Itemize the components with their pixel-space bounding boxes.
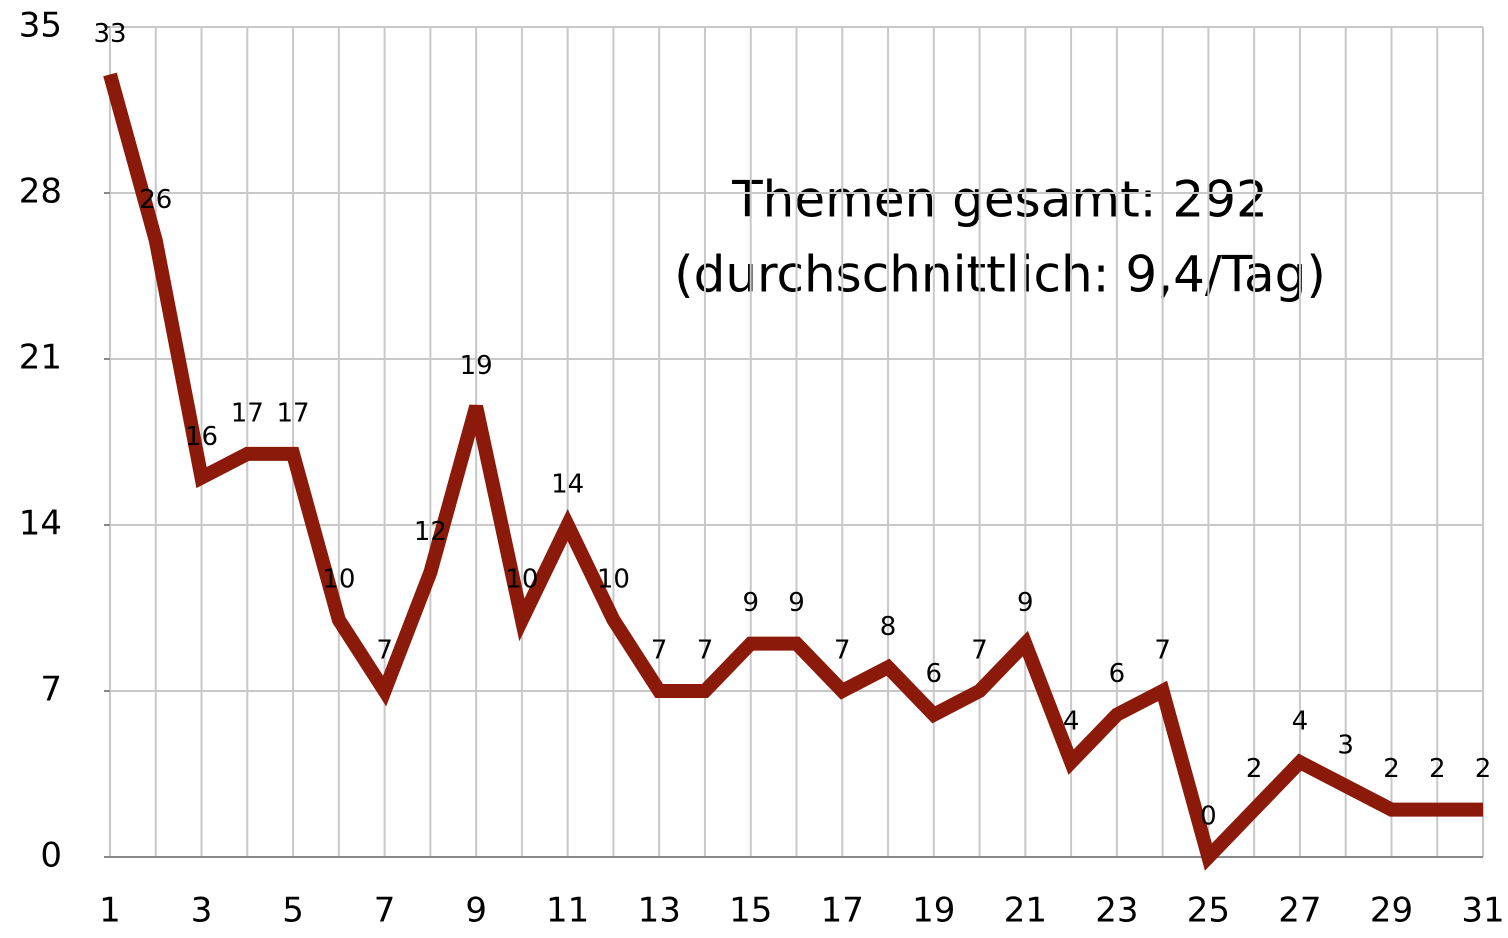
x-tick-label: 13 bbox=[638, 891, 681, 931]
x-tick-label: 3 bbox=[191, 891, 213, 931]
data-label: 16 bbox=[185, 422, 218, 452]
x-tick-label: 29 bbox=[1370, 891, 1413, 931]
data-label: 9 bbox=[742, 588, 759, 618]
y-tick-label: 14 bbox=[19, 504, 62, 544]
data-label: 7 bbox=[1154, 636, 1171, 666]
data-label: 4 bbox=[1292, 707, 1309, 737]
x-tick-label: 9 bbox=[465, 891, 487, 931]
data-label: 7 bbox=[651, 636, 668, 666]
series-line bbox=[103, 72, 1483, 871]
y-tick-label: 7 bbox=[40, 670, 62, 710]
annotation: (durchschnittlich: 9,4/Tag) bbox=[674, 246, 1326, 304]
data-label: 7 bbox=[834, 636, 851, 666]
x-tick-label: 21 bbox=[1004, 891, 1047, 931]
data-label: 7 bbox=[376, 636, 393, 666]
data-label: 19 bbox=[460, 351, 493, 381]
x-tick-label: 25 bbox=[1187, 891, 1230, 931]
y-tick-label: 0 bbox=[40, 836, 62, 876]
data-label: 0 bbox=[1200, 802, 1217, 832]
data-label: 3 bbox=[1337, 730, 1354, 760]
data-label: 10 bbox=[505, 564, 538, 594]
data-label: 2 bbox=[1246, 754, 1263, 784]
data-label: 6 bbox=[1109, 659, 1126, 689]
data-label: 2 bbox=[1383, 754, 1400, 784]
data-label: 2 bbox=[1475, 754, 1492, 784]
data-label: 9 bbox=[788, 588, 805, 618]
data-label: 4 bbox=[1063, 707, 1080, 737]
data-label: 10 bbox=[597, 564, 630, 594]
x-tick-label: 11 bbox=[546, 891, 589, 931]
x-tick-label: 1 bbox=[99, 891, 121, 931]
data-label: 7 bbox=[971, 636, 988, 666]
y-tick-label: 35 bbox=[19, 6, 62, 46]
y-tick-label: 28 bbox=[19, 172, 62, 212]
data-label: 8 bbox=[880, 612, 897, 642]
data-label: 14 bbox=[551, 470, 584, 500]
data-label: 2 bbox=[1429, 754, 1446, 784]
x-tick-label: 5 bbox=[282, 891, 304, 931]
annotation: Themen gesamt: 292 bbox=[731, 171, 1268, 229]
data-label: 10 bbox=[322, 564, 355, 594]
x-tick-label: 31 bbox=[1461, 891, 1504, 931]
x-tick-label: 23 bbox=[1095, 891, 1138, 931]
data-label: 12 bbox=[414, 517, 447, 547]
x-tick-label: 15 bbox=[729, 891, 772, 931]
data-label: 6 bbox=[926, 659, 943, 689]
data-label: 26 bbox=[139, 185, 172, 215]
data-label: 9 bbox=[1017, 588, 1034, 618]
data-label: 7 bbox=[697, 636, 714, 666]
data-label: 17 bbox=[277, 398, 310, 428]
y-tick-label: 21 bbox=[19, 338, 62, 378]
x-tick-label: 7 bbox=[374, 891, 396, 931]
x-tick-label: 19 bbox=[912, 891, 955, 931]
data-label: 17 bbox=[231, 398, 264, 428]
x-tick-label: 27 bbox=[1278, 891, 1321, 931]
data-label: 33 bbox=[93, 19, 126, 49]
x-tick-label: 17 bbox=[821, 891, 864, 931]
